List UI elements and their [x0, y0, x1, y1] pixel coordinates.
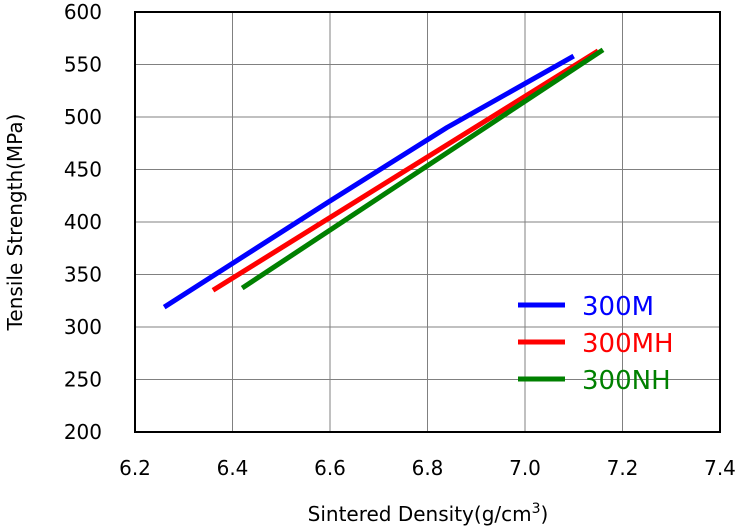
- y-tick-label-0: 200: [64, 420, 102, 444]
- series-line-300m: [162, 53, 575, 310]
- series-line-300mh: [211, 48, 600, 293]
- y-tick-labels: 200 250 300 350 400 450 500 550 600: [64, 0, 102, 444]
- x-tick-label-1: 6.4: [217, 456, 249, 480]
- y-axis-title: Tensile Strength(MPa): [3, 114, 27, 332]
- legend: 300M 300MH 300NH: [518, 292, 674, 396]
- series-lines: [162, 47, 605, 310]
- x-tick-label-2: 6.6: [314, 456, 346, 480]
- y-tick-label-5: 450: [64, 158, 102, 182]
- y-tick-label-1: 250: [64, 368, 102, 392]
- x-tick-label-5: 7.2: [607, 456, 639, 480]
- x-tick-label-0: 6.2: [119, 456, 151, 480]
- x-axis-title: Sintered Density(g/cm3): [308, 501, 549, 526]
- x-tick-label-3: 6.8: [412, 456, 444, 480]
- x-tick-label-4: 7.0: [509, 456, 541, 480]
- legend-label-300mh: 300MH: [582, 329, 674, 359]
- plot-frame: [134, 11, 721, 433]
- x-tick-label-6: 7.4: [704, 456, 736, 480]
- y-tick-label-2: 300: [64, 315, 102, 339]
- grid-lines: [134, 11, 721, 433]
- y-tick-label-6: 500: [64, 105, 102, 129]
- series-line-300nh: [240, 47, 605, 291]
- y-tick-label-4: 400: [64, 210, 102, 234]
- legend-label-300m: 300M: [582, 292, 654, 322]
- y-tick-label-7: 550: [64, 53, 102, 77]
- y-tick-label-8: 600: [64, 0, 102, 24]
- x-tick-labels: 6.2 6.4 6.6 6.8 7.0 7.2 7.4: [119, 456, 736, 480]
- y-tick-label-3: 350: [64, 263, 102, 287]
- legend-label-300nh: 300NH: [582, 366, 671, 396]
